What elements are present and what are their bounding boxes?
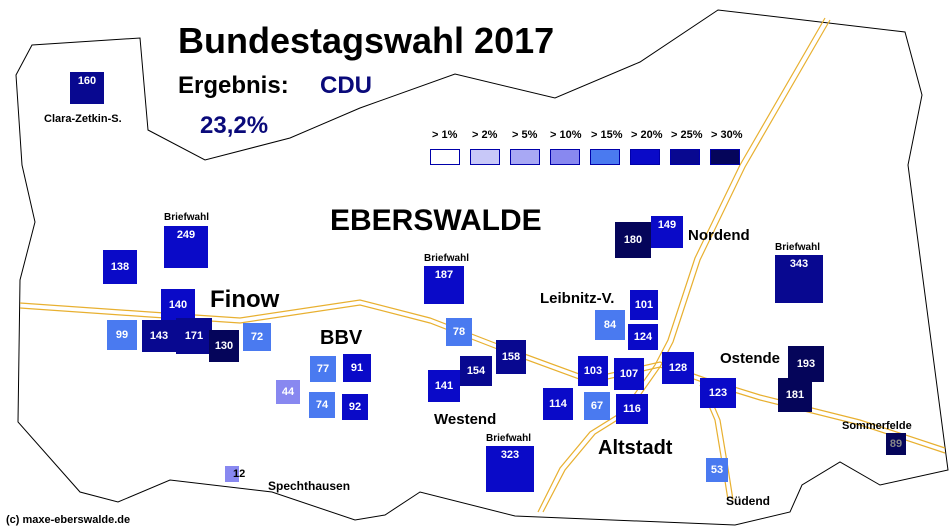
- district-label: Westend: [434, 411, 497, 428]
- precinct-square: 84: [595, 310, 625, 340]
- precinct-square: 343: [775, 255, 823, 303]
- district-label: Südend: [726, 494, 770, 508]
- precinct-square: 143: [142, 320, 176, 352]
- result-value: 23,2%: [200, 112, 269, 139]
- legend-swatch: [430, 149, 460, 165]
- briefwahl-label: Briefwahl: [164, 212, 210, 223]
- precinct-square: 116: [616, 394, 648, 424]
- precinct-square: 101: [630, 290, 658, 320]
- legend-label: > 5%: [512, 129, 538, 141]
- city-name: EBERSWALDE: [330, 204, 542, 237]
- district-label: Altstadt: [598, 437, 673, 459]
- precinct-square: 181: [778, 378, 812, 412]
- precinct-square: 44: [276, 380, 300, 404]
- district-label: Nordend: [688, 227, 750, 244]
- precinct-square: 99: [107, 320, 137, 350]
- precinct-square: 160: [70, 72, 104, 104]
- legend-label: > 15%: [591, 129, 623, 141]
- briefwahl-label: Briefwahl: [424, 253, 470, 264]
- briefwahl-label: Briefwahl: [486, 433, 532, 444]
- district-label: BBV: [320, 327, 363, 349]
- district-label: Finow: [210, 286, 280, 313]
- precinct-square: 323: [486, 446, 534, 492]
- district-label: Ostende: [720, 350, 781, 367]
- precinct-square: 180: [615, 222, 651, 258]
- legend-swatch: [590, 149, 620, 165]
- briefwahl-label: Briefwahl: [775, 242, 821, 253]
- precinct-square: 92: [342, 394, 368, 420]
- legend-label: > 10%: [550, 129, 582, 141]
- legend-swatch: [550, 149, 580, 165]
- district-label: Clara-Zetkin-S.: [44, 113, 122, 125]
- copyright: (c) maxe-eberswalde.de: [6, 514, 131, 526]
- precinct-square: 107: [614, 358, 644, 390]
- precinct-square: 154: [460, 356, 492, 386]
- legend-label: > 20%: [631, 129, 663, 141]
- precinct-square: 171: [176, 318, 212, 354]
- precinct-square: 77: [310, 356, 336, 382]
- precinct-square: 124: [628, 324, 658, 350]
- precinct-square: 187: [424, 266, 464, 304]
- legend-label: > 25%: [671, 129, 703, 141]
- result-label: Ergebnis:: [178, 72, 289, 99]
- district-label: Sommerfelde: [842, 420, 912, 432]
- precinct-square: 123: [700, 378, 736, 408]
- precinct-square: 74: [309, 392, 335, 418]
- precinct-square: 72: [243, 323, 271, 351]
- legend-swatch: [670, 149, 700, 165]
- precinct-square: 53: [706, 458, 728, 482]
- precinct-square: 67: [584, 392, 610, 420]
- precinct-square: 249: [164, 226, 208, 268]
- precinct-square: 114: [543, 388, 573, 420]
- precinct-square: 91: [343, 354, 371, 382]
- legend-label: > 30%: [711, 129, 743, 141]
- page-title: Bundestagswahl 2017: [178, 20, 555, 61]
- precinct-square: 128: [662, 352, 694, 384]
- precinct-square: 138: [103, 250, 137, 284]
- district-label: Leibnitz-V.: [540, 290, 615, 307]
- legend-swatch: [630, 149, 660, 165]
- precinct-square: 78: [446, 318, 472, 346]
- precinct-square: 103: [578, 356, 608, 386]
- precinct-square: 141: [428, 370, 460, 402]
- roads: [19, 17, 946, 513]
- legend-swatch: [710, 149, 740, 165]
- precinct-square: 140: [161, 289, 195, 321]
- legend-label: > 2%: [472, 129, 498, 141]
- precinct-square: 158: [496, 340, 526, 374]
- legend-swatch: [470, 149, 500, 165]
- precinct-square: 12: [225, 466, 245, 482]
- precinct-square: 89: [886, 433, 906, 455]
- precinct-square: 193: [788, 346, 824, 382]
- district-label: Spechthausen: [268, 479, 351, 493]
- result-party: CDU: [320, 72, 372, 99]
- legend-label: > 1%: [432, 129, 458, 141]
- precinct-square: 149: [651, 216, 683, 248]
- legend-swatch: [510, 149, 540, 165]
- precinct-square: 130: [209, 330, 239, 362]
